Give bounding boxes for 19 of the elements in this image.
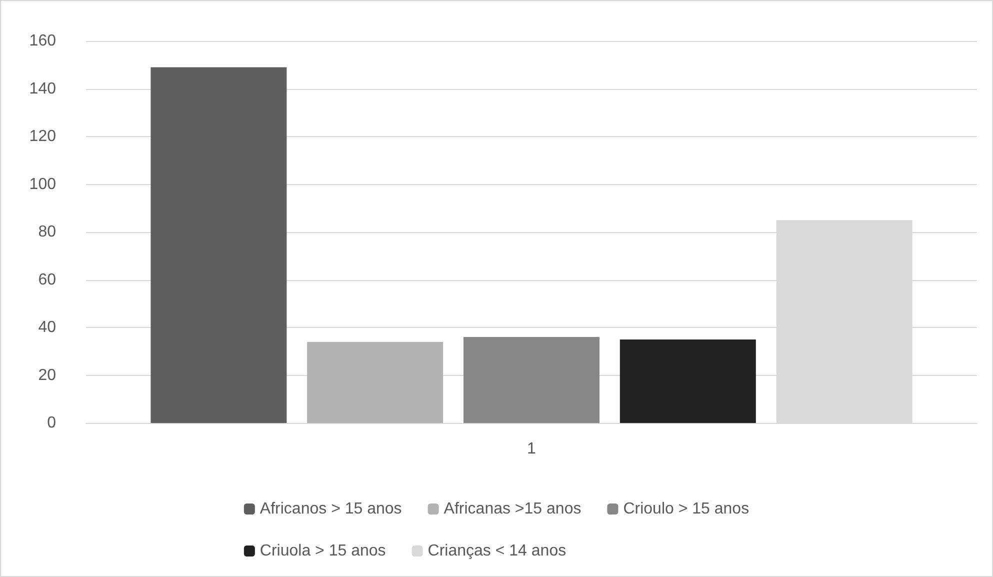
legend-label: Africanos > 15 anos <box>260 500 402 518</box>
y-tick-label: 160 <box>29 32 56 50</box>
bar <box>464 337 600 423</box>
y-tick-label: 0 <box>47 414 56 432</box>
bar <box>307 342 444 423</box>
bar <box>620 339 756 423</box>
legend-label: Africanas >15 anos <box>444 500 582 518</box>
y-tick-label: 60 <box>38 271 56 288</box>
y-tick-label: 140 <box>29 80 56 98</box>
y-tick-label: 80 <box>38 224 56 240</box>
legend-label: Criuola > 15 anos <box>260 542 386 560</box>
bar <box>150 67 287 423</box>
y-tick-label: 100 <box>29 176 56 193</box>
y-tick-label: 20 <box>38 366 56 384</box>
x-tick-label: 1 <box>527 440 536 458</box>
legend-label: Crianças < 14 anos <box>428 542 566 560</box>
legend-label: Crioulo > 15 anos <box>623 500 750 518</box>
y-tick-label: 40 <box>38 319 56 336</box>
y-tick-label: 120 <box>29 128 56 145</box>
